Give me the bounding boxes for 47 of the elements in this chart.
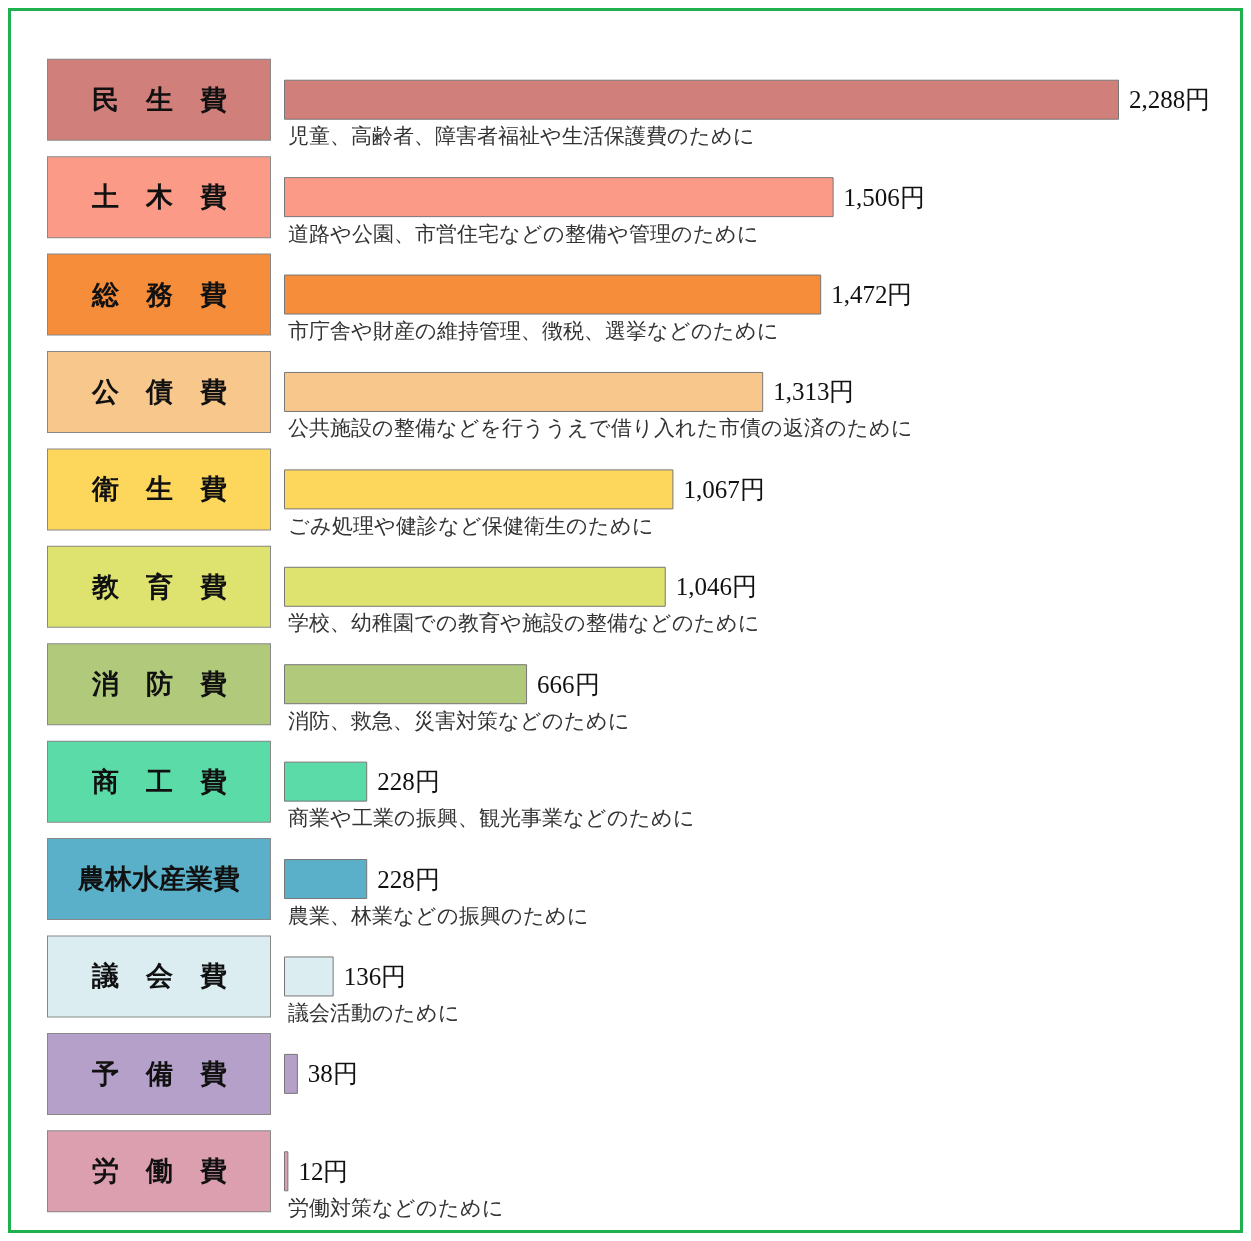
y-tick-label: 土 木 費	[90, 182, 227, 213]
annotation: 市庁舎や財産の維持管理、徴税、選挙などのために	[288, 319, 779, 344]
y-tick-label: 消 防 費	[90, 669, 227, 700]
y-tick-label: 労 働 費	[91, 1156, 227, 1187]
y-tick-label: 公 債 費	[90, 376, 227, 407]
bar	[284, 566, 666, 607]
bar	[284, 664, 528, 705]
annotation: 道路や公園、市営住宅などの整備や管理のために	[288, 221, 759, 246]
annotation: 公共施設の整備などを行ううえで借り入れた市債の返済のために	[288, 416, 913, 441]
data-label: 228円	[377, 768, 440, 796]
bar	[284, 79, 1119, 120]
annotation: 議会活動のために	[288, 1000, 460, 1025]
bar	[284, 859, 368, 900]
annotation: 農業、林業などの振興のために	[288, 903, 589, 928]
data-label: 1,046円	[675, 573, 757, 601]
bar	[284, 274, 822, 315]
annotation: 労働対策などのために	[288, 1195, 504, 1220]
bar	[284, 956, 334, 997]
bar	[284, 1053, 298, 1094]
data-label: 1,472円	[831, 281, 913, 309]
y-tick-label: 商 工 費	[90, 766, 227, 797]
y-tick-label: 教 育 費	[90, 571, 227, 602]
y-tick-label: 衛 生 費	[90, 474, 227, 505]
data-label: 666円	[537, 670, 600, 698]
bar	[284, 469, 674, 510]
y-tick-label: 予 備 費	[90, 1058, 227, 1089]
data-label: 228円	[377, 865, 440, 893]
data-label: 1,067円	[683, 475, 765, 503]
data-label: 12円	[298, 1157, 349, 1185]
bar	[284, 371, 764, 412]
data-label: 1,506円	[843, 183, 925, 211]
data-label: 2,288円	[1129, 86, 1211, 114]
y-tick-label: 総 務 費	[90, 279, 227, 310]
bar	[284, 177, 834, 218]
annotation: 学校、幼稚園での教育や施設の整備などのために	[288, 611, 760, 636]
annotation: ごみ処理や健診など保健衛生のために	[288, 513, 654, 538]
y-tick-label: 民 生 費	[91, 84, 227, 115]
data-label: 38円	[307, 1060, 358, 1088]
annotation: 児童、高齢者、障害者福祉や生活保護費のために	[288, 124, 755, 149]
annotation: 商業や工業の振興、観光事業などのために	[288, 806, 695, 831]
data-label: 1,313円	[773, 378, 855, 406]
y-tick-label: 農林水産業費	[77, 864, 240, 895]
bar	[284, 1151, 289, 1192]
annotation: 消防、救急、災害対策などのために	[288, 708, 630, 733]
bar	[284, 761, 368, 802]
data-label: 136円	[343, 962, 407, 990]
y-tick-label: 議 会 費	[90, 961, 227, 992]
